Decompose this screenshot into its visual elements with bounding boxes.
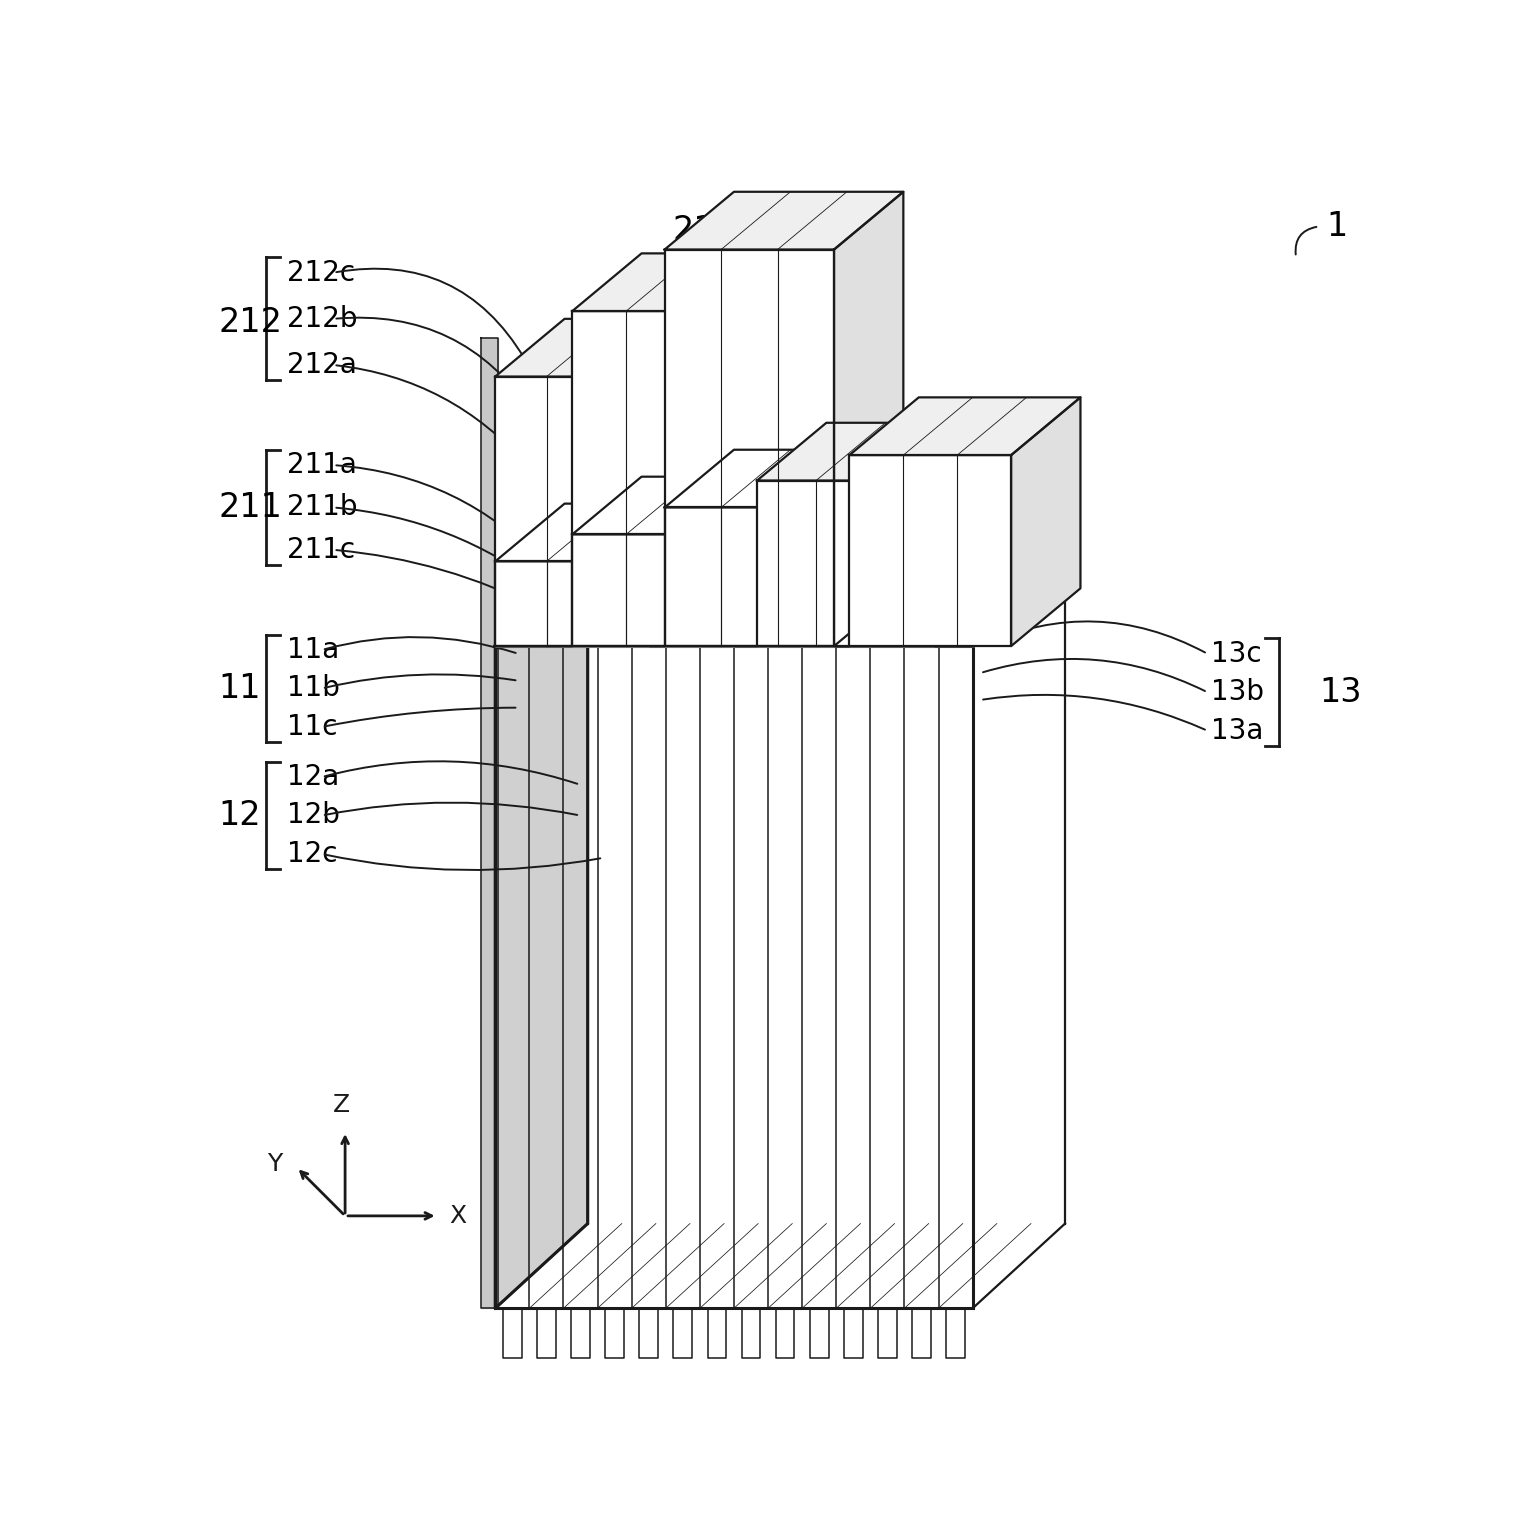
Polygon shape bbox=[650, 319, 719, 646]
Text: 12b: 12b bbox=[287, 801, 341, 830]
Polygon shape bbox=[495, 561, 650, 646]
Text: 211: 211 bbox=[219, 491, 281, 525]
Polygon shape bbox=[757, 480, 934, 646]
Text: 212b: 212b bbox=[287, 305, 358, 333]
Polygon shape bbox=[572, 253, 803, 311]
Polygon shape bbox=[482, 337, 498, 1309]
Polygon shape bbox=[495, 319, 719, 376]
Polygon shape bbox=[665, 449, 904, 508]
Polygon shape bbox=[934, 423, 1003, 646]
Polygon shape bbox=[495, 376, 650, 646]
Text: 12: 12 bbox=[219, 799, 260, 831]
Text: 211c: 211c bbox=[287, 535, 355, 565]
Text: 11c: 11c bbox=[287, 713, 338, 741]
Text: 11a: 11a bbox=[287, 637, 339, 664]
Polygon shape bbox=[495, 561, 587, 1309]
Text: 211b: 211b bbox=[287, 494, 358, 522]
Polygon shape bbox=[665, 508, 833, 646]
Text: 11: 11 bbox=[219, 672, 260, 706]
Polygon shape bbox=[1011, 397, 1081, 646]
Text: 212a: 212a bbox=[287, 351, 358, 379]
Polygon shape bbox=[913, 1309, 931, 1358]
Text: 12c: 12c bbox=[287, 841, 338, 868]
Polygon shape bbox=[708, 1309, 726, 1358]
Text: 11b: 11b bbox=[287, 675, 341, 703]
Polygon shape bbox=[878, 1309, 898, 1358]
Polygon shape bbox=[495, 561, 1066, 646]
Polygon shape bbox=[572, 1309, 590, 1358]
Polygon shape bbox=[503, 1309, 521, 1358]
Text: 13a: 13a bbox=[1211, 716, 1264, 746]
Polygon shape bbox=[673, 1309, 693, 1358]
Polygon shape bbox=[734, 477, 803, 646]
Polygon shape bbox=[810, 1309, 829, 1358]
Text: 13b: 13b bbox=[1211, 678, 1264, 706]
Text: X: X bbox=[450, 1204, 466, 1227]
Polygon shape bbox=[946, 1309, 965, 1358]
Text: 13c: 13c bbox=[1211, 640, 1261, 667]
Polygon shape bbox=[639, 1309, 657, 1358]
Polygon shape bbox=[537, 1309, 555, 1358]
Text: Y: Y bbox=[268, 1152, 283, 1175]
Polygon shape bbox=[605, 1309, 624, 1358]
Text: 21: 21 bbox=[673, 213, 716, 247]
Text: 211a: 211a bbox=[287, 451, 358, 479]
Polygon shape bbox=[650, 503, 719, 646]
Polygon shape bbox=[742, 1309, 760, 1358]
Text: 1: 1 bbox=[1327, 210, 1349, 242]
Polygon shape bbox=[833, 449, 904, 646]
Text: 212c: 212c bbox=[287, 259, 355, 287]
Polygon shape bbox=[850, 456, 1011, 646]
Polygon shape bbox=[495, 503, 719, 561]
Polygon shape bbox=[833, 192, 904, 646]
Polygon shape bbox=[757, 423, 1003, 480]
Polygon shape bbox=[850, 397, 1081, 456]
Text: 13: 13 bbox=[1320, 676, 1362, 709]
Polygon shape bbox=[734, 253, 803, 646]
Polygon shape bbox=[572, 477, 803, 534]
Polygon shape bbox=[665, 250, 833, 646]
Polygon shape bbox=[844, 1309, 862, 1358]
Polygon shape bbox=[775, 1309, 795, 1358]
Polygon shape bbox=[572, 534, 734, 646]
Polygon shape bbox=[665, 192, 904, 250]
Polygon shape bbox=[572, 311, 734, 646]
Text: 212: 212 bbox=[219, 307, 281, 339]
Text: 12a: 12a bbox=[287, 762, 339, 792]
Text: Z: Z bbox=[333, 1094, 350, 1117]
